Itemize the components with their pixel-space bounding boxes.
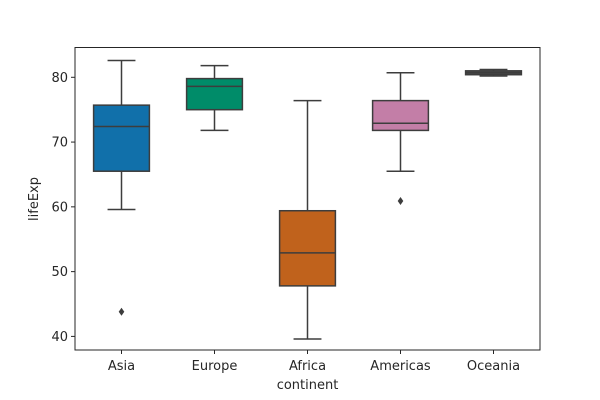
x-tick-label: Americas: [370, 359, 431, 374]
box-oceania: [464, 68, 523, 77]
y-tick-label: 60: [51, 200, 68, 215]
outlier-point: [397, 197, 404, 206]
iqr-box: [92, 104, 151, 172]
iqr-box: [185, 77, 244, 111]
y-tick-label: 40: [51, 330, 68, 345]
x-axis-ticks: Asia Europe Africa Americas Oceania: [108, 350, 520, 374]
box-europe: [185, 64, 244, 132]
x-tick-label: Oceania: [467, 359, 520, 374]
iqr-box: [371, 99, 430, 132]
x-tick-label: Africa: [289, 359, 326, 374]
outlier-point: [118, 307, 125, 316]
y-tick-label: 70: [51, 136, 68, 151]
x-tick-label: Europe: [192, 359, 238, 374]
box-asia: [92, 59, 151, 316]
x-tick-label: Asia: [108, 359, 135, 374]
x-axis-label: continent: [277, 378, 339, 393]
y-axis-label: lifeExp: [27, 177, 42, 221]
y-tick-label: 50: [51, 265, 68, 280]
y-tick-label: 80: [51, 71, 68, 86]
box-africa: [278, 99, 337, 340]
y-axis-ticks: 40 50 60 70 80: [51, 71, 75, 345]
iqr-box: [278, 209, 337, 287]
boxes-layer: [92, 59, 523, 340]
box-americas: [371, 72, 430, 206]
